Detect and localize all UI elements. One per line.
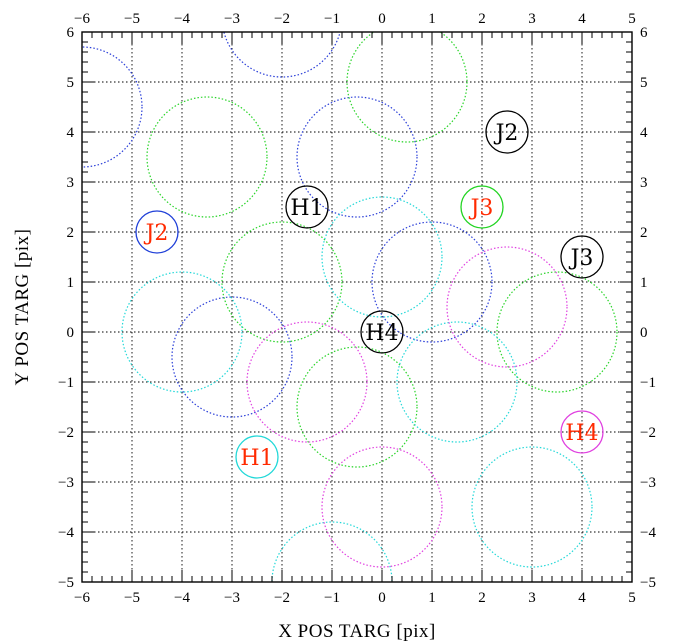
y-tick-label: 1 [67, 275, 75, 291]
plot-frame [81, 31, 633, 583]
dither-circles [82, 32, 618, 582]
y-tick-label: −5 [58, 575, 74, 591]
y-tick-label-right: 2 [640, 225, 648, 241]
dither-circle [496, 271, 618, 393]
x-tick-label-top: 1 [428, 11, 436, 27]
marker-ring [460, 185, 504, 229]
dither-circle [171, 296, 293, 418]
x-tick-label: −1 [324, 590, 340, 606]
marker-label: H4 [565, 421, 598, 446]
dither-circle [321, 446, 443, 568]
y-tick-label-right: 4 [640, 125, 648, 141]
marker-label: H4 [365, 321, 398, 346]
y-tick-label-right: −4 [640, 525, 656, 541]
marker-ring [235, 435, 279, 479]
target-markers: J2 H1 J3 J2 J3 H4 H4 H1 [135, 110, 604, 479]
y-tick-label: 4 [67, 125, 75, 141]
marker-ring [485, 110, 529, 154]
dither-circle [146, 96, 268, 218]
marker-label: H1 [290, 196, 323, 221]
marker-label: J3 [569, 246, 594, 271]
y-tick-label: 0 [67, 325, 75, 341]
dither-circle [82, 46, 143, 168]
marker-label: H1 [240, 446, 273, 471]
x-tick-label-top: −6 [74, 11, 90, 27]
x-tick-label-top: −3 [224, 11, 240, 27]
x-tick-label: 3 [528, 590, 536, 606]
x-tick-label-top: −1 [324, 11, 340, 27]
x-tick-label-top: −4 [174, 11, 190, 27]
dither-circle [396, 321, 518, 443]
y-tick-label-right: 1 [640, 275, 648, 291]
dither-circle [296, 346, 418, 468]
y-tick-label: 3 [67, 175, 75, 191]
y-tick-label-right: −5 [640, 575, 656, 591]
marker-ring [360, 310, 404, 354]
dither-circle [246, 321, 368, 443]
x-tick-label: −3 [224, 590, 240, 606]
marker-ring [135, 210, 179, 254]
x-tick-label-top: −5 [124, 11, 140, 27]
x-tick-label: 0 [378, 590, 386, 606]
marker-label: J2 [494, 121, 519, 146]
x-tick-label: −6 [74, 590, 90, 606]
x-tick-label: −2 [274, 590, 290, 606]
x-axis-title: X POS TARG [pix] [278, 621, 436, 642]
dither-circle [371, 221, 493, 343]
x-tick-label: 1 [428, 590, 436, 606]
x-tick-label-top: 5 [628, 11, 636, 27]
x-tick-label-top: 4 [578, 11, 586, 27]
x-tick-label: 2 [478, 590, 486, 606]
dither-circle [346, 32, 468, 143]
y-tick-label-right: −1 [640, 375, 656, 391]
dither-circle [471, 446, 593, 568]
marker-ring [560, 410, 604, 454]
x-tick-label-top: −2 [274, 11, 290, 27]
x-tick-label: 4 [578, 590, 586, 606]
y-tick-label: −4 [58, 525, 74, 541]
y-tick-label: 6 [67, 25, 75, 41]
dither-circle [321, 196, 443, 318]
dither-circle [446, 246, 568, 368]
y-tick-label: 2 [67, 225, 75, 241]
y-tick-label: −2 [58, 425, 74, 441]
marker-label: J3 [469, 196, 494, 221]
x-tick-label-top: 0 [378, 11, 386, 27]
y-tick-label: −3 [58, 475, 74, 491]
marker-label: J2 [144, 221, 169, 246]
marker-ring [560, 235, 604, 279]
dither-circle [221, 221, 343, 343]
y-tick-label-right: 6 [640, 25, 648, 41]
x-tick-label: −5 [124, 590, 140, 606]
marker-ring [285, 185, 329, 229]
y-tick-label-right: −2 [640, 425, 656, 441]
y-tick-label: 5 [67, 75, 75, 91]
y-tick-label-right: 3 [640, 175, 648, 191]
y-axis-title: Y POS TARG [pix] [12, 229, 33, 386]
dither-circle [121, 271, 243, 393]
x-tick-label-top: 2 [478, 11, 486, 27]
y-tick-label-right: 0 [640, 325, 648, 341]
y-tick-label-right: 5 [640, 75, 648, 91]
x-tick-label: 5 [628, 590, 636, 606]
axes [81, 31, 633, 583]
dither-circle [296, 96, 418, 218]
y-tick-label: −1 [58, 375, 74, 391]
x-tick-label-top: 3 [528, 11, 536, 27]
x-tick-label: −4 [174, 590, 190, 606]
y-tick-label-right: −3 [640, 475, 656, 491]
